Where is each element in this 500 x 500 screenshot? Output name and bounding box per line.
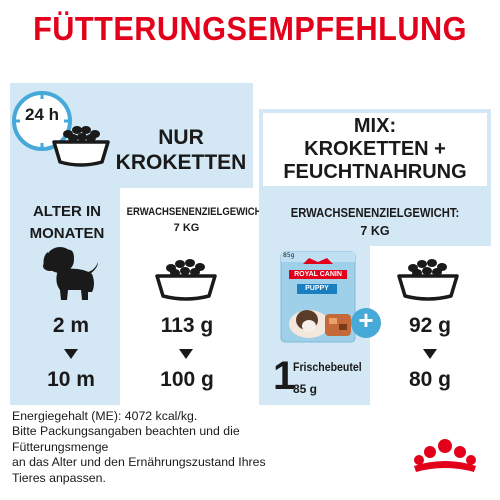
- plus-sign: +: [358, 305, 374, 335]
- amount-value: 100 g: [160, 368, 214, 391]
- age-header-line2: MONATEN: [29, 225, 105, 242]
- right-weight-value: 7 KG: [360, 224, 390, 238]
- age-header: ALTER IN MONATEN: [14, 201, 120, 245]
- page-title: FÜTTERUNGSEMPFEHLUNG: [33, 10, 467, 47]
- left-header: NUR KROKETTEN: [110, 125, 252, 175]
- pouch-sub-weight: 85 g: [293, 382, 318, 396]
- left-weight-header: ERWACHSENENZIELGEWICHT: 7 KG: [120, 204, 270, 236]
- down-arrow-icon: [179, 349, 193, 359]
- kibble-bowl-icon: [395, 256, 461, 302]
- left-header-line1: NUR: [158, 126, 204, 149]
- royal-canin-crown-logo: [410, 436, 480, 476]
- left-weight-value: 7 KG: [173, 222, 200, 234]
- footer-line: Bitte Packungsangaben beachten und die: [12, 424, 240, 439]
- left-header-line2: KROKETTEN: [115, 151, 247, 174]
- pouch-label: Frischebeutel: [293, 360, 362, 374]
- kibble-bowl-icon: [153, 256, 219, 302]
- amount-value: 80 g: [408, 368, 452, 391]
- pouch-count: 1: [273, 354, 296, 398]
- footer-line: Fütterungsmenge: [12, 439, 109, 454]
- right-header: MIX: KROKETTEN + FEUCHTNAHRUNG: [263, 115, 487, 184]
- clock-label: 24 h: [24, 105, 60, 124]
- age-header-line1: ALTER IN: [32, 203, 102, 220]
- footer-line: an das Alter und den Ernährungszustand I…: [12, 455, 266, 470]
- plus-icon: [351, 308, 381, 338]
- puppy-icon: [40, 244, 100, 302]
- clock-icon: [11, 90, 73, 152]
- pouch-weight-label: 85g: [283, 252, 295, 259]
- down-arrow-icon: [64, 349, 78, 359]
- left-weight-label: ERWACHSENENZIELGEWICHT:: [126, 206, 270, 218]
- age-value: 2 m: [52, 314, 90, 337]
- right-weight-label: ERWACHSENENZIELGEWICHT:: [290, 206, 460, 220]
- footer-line: Tieres anpassen.: [12, 470, 106, 485]
- right-header-line1: MIX:: [353, 115, 397, 137]
- pouch-product-label: PUPPY: [305, 285, 329, 292]
- right-weight-header: ERWACHSENENZIELGEWICHT: 7 KG: [259, 204, 491, 240]
- right-header-line3: FEUCHTNAHRUNG: [283, 161, 467, 183]
- right-panel-header: [263, 113, 487, 186]
- kibble-bowl-icon: [50, 118, 112, 168]
- amount-value: 113 g: [160, 314, 214, 337]
- age-value: 10 m: [47, 368, 95, 391]
- footer-line: Energiegehalt (ME): 4072 kcal/kg.: [12, 409, 198, 423]
- footer-note: Energiegehalt (ME): 4072 kcal/kg. Bitte …: [12, 409, 342, 486]
- pouch-brand-label: ROYAL CANIN: [294, 271, 342, 278]
- right-header-line2: KROKETTEN +: [304, 138, 446, 160]
- down-arrow-icon: [423, 349, 437, 359]
- food-pouch-image: [279, 250, 357, 344]
- amount-value: 92 g: [408, 314, 452, 337]
